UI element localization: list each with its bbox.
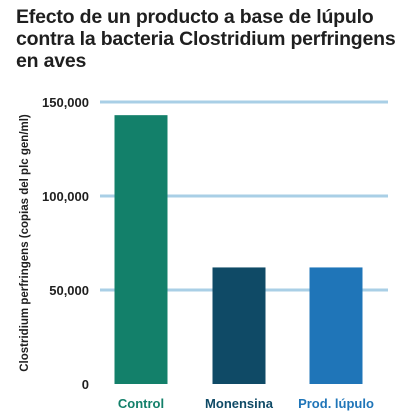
bar-prod-l-pulo: [309, 267, 363, 384]
y-tick-label: 0: [82, 377, 89, 392]
category-labels: Control Monensina Prod. lúpulo: [118, 396, 374, 411]
y-tick-labels: 0 50,000 100,000 150,000: [42, 95, 89, 392]
category-label: Monensina: [205, 396, 274, 411]
bar-monensina: [212, 267, 266, 384]
bars: [114, 115, 363, 384]
chart-title: Efecto de un producto a base de lúpulo c…: [16, 6, 396, 72]
y-tick-label: 150,000: [42, 95, 89, 110]
y-tick-label: 100,000: [42, 189, 89, 204]
category-label: Control: [118, 396, 164, 411]
category-label: Prod. lúpulo: [298, 396, 374, 411]
bar-control: [114, 115, 168, 384]
y-axis-label: Clostridium perfringens (copias del plc …: [19, 114, 31, 372]
y-tick-label: 50,000: [49, 283, 89, 298]
